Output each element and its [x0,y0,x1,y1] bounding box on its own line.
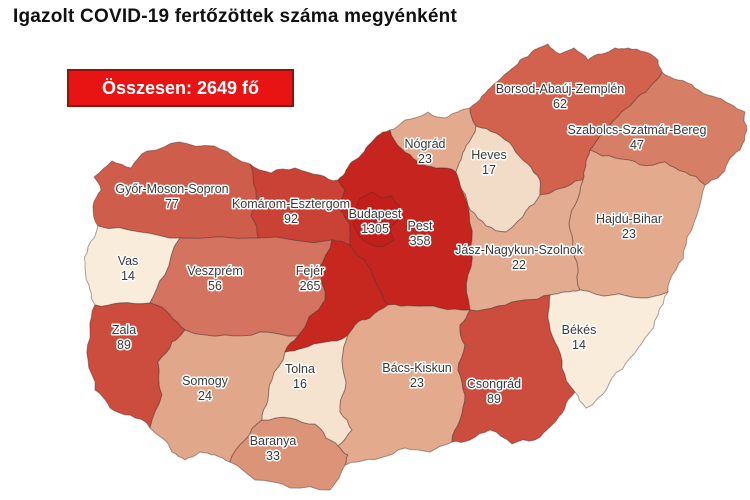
total-badge: Összesen: 2649 fő [67,69,294,107]
county-value-tolna: 16 [293,377,307,391]
county-label-bacs-kiskun: Bács-Kiskun [382,361,452,375]
county-label-veszprem: Veszprém [187,264,243,278]
county-label-vas: Vas [118,254,139,268]
county-label-hajdu-bihar: Hajdú-Bihar [596,212,662,226]
county-label-szabolcs-szatmar-bereg: Szabolcs-Szatmár-Bereg [568,123,707,137]
county-label-komarom-esztergom: Komárom-Esztergom [232,197,350,211]
county-label-csongrad: Csongrád [467,377,521,391]
county-label-gyor-moson-sopron: Győr-Moson-Sopron [115,182,228,196]
county-label-tolna: Tolna [285,362,315,376]
county-label-budapest: Budapest [349,207,402,221]
county-value-pest: 358 [410,234,431,248]
county-value-baranya: 33 [266,449,280,463]
county-value-jasz-nagykun-szolnok: 22 [512,258,526,272]
county-value-somogy: 24 [198,389,212,403]
county-value-veszprem: 56 [208,279,222,293]
county-value-fejer: 265 [300,279,321,293]
county-bekes [547,289,669,409]
county-label-somogy: Somogy [182,374,229,388]
county-value-gyor-moson-sopron: 77 [165,197,179,211]
county-label-borsod-abauj-zemplen: Borsod-Abaúj-Zemplén [496,82,625,96]
county-label-fejer: Fejér [296,264,324,278]
page-title: Igazolt COVID-19 fertőzöttek száma megyé… [13,6,457,27]
county-value-vas: 14 [121,269,135,283]
county-jasz-nagykun-szolnok [461,179,584,312]
county-value-hajdu-bihar: 23 [622,227,636,241]
county-value-borsod-abauj-zemplen: 62 [553,97,567,111]
county-label-bekes: Békés [562,323,597,337]
county-label-nograd: Nógrád [405,137,446,151]
total-badge-label: Összesen: 2649 fő [101,77,260,98]
county-value-bekes: 14 [572,338,586,352]
county-value-nograd: 23 [418,152,432,166]
county-label-pest: Pest [407,219,433,233]
county-label-heves: Heves [471,148,506,162]
county-value-zala: 89 [117,338,131,352]
county-label-baranya: Baranya [250,434,297,448]
county-budapest [352,191,401,248]
county-bacs-kiskun [337,303,471,466]
county-value-bacs-kiskun: 23 [410,376,424,390]
county-value-szabolcs-szatmar-bereg: 47 [630,138,644,152]
county-value-budapest: 1305 [361,222,389,236]
county-value-csongrad: 89 [487,392,501,406]
county-value-heves: 17 [482,163,496,177]
county-label-zala: Zala [112,323,136,337]
county-value-komarom-esztergom: 92 [284,212,298,226]
county-label-jasz-nagykun-szolnok: Jász-Nagykun-Szolnok [455,243,584,257]
county-shapes [84,43,748,491]
